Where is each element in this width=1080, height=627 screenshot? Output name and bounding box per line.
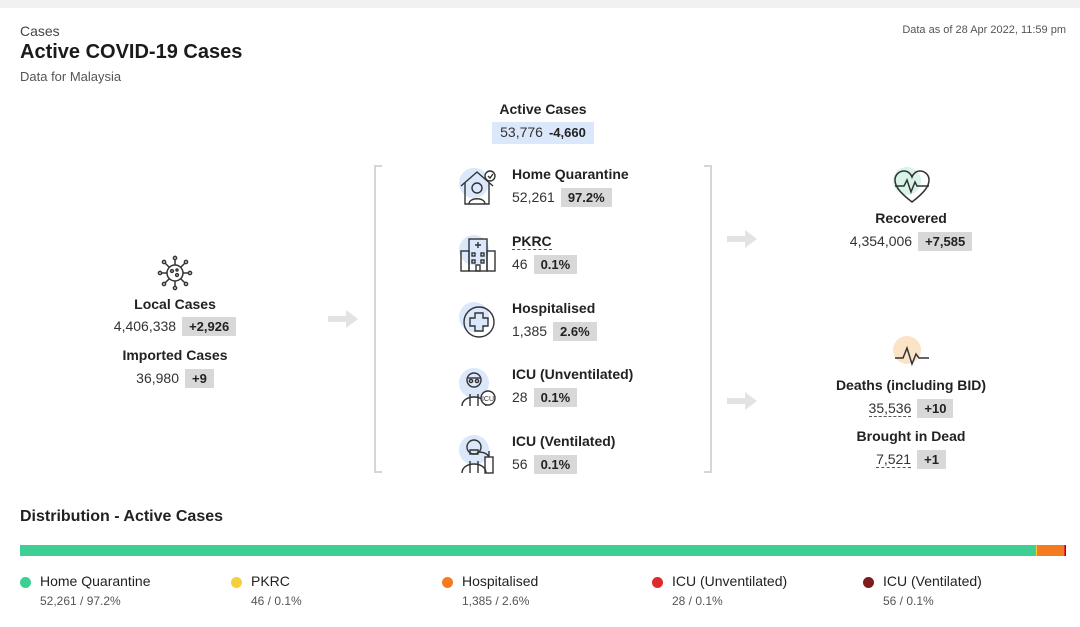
- bid-change: +1: [917, 450, 946, 469]
- imported-cases-row: 36,980 +9: [75, 369, 275, 388]
- ward-icu-ventilated: ICU (Ventilated) 56 0.1%: [457, 433, 717, 481]
- bracket-right: [704, 165, 712, 473]
- legend-name: ICU (Ventilated): [883, 573, 982, 589]
- recovered-row: 4,354,006 +7,585: [811, 232, 1011, 251]
- local-cases-label: Local Cases: [134, 296, 216, 312]
- ward-home-quarantine: Home Quarantine 52,261 97.2%: [457, 166, 717, 214]
- imported-cases-value: 36,980: [136, 370, 179, 386]
- imported-cases-label: Imported Cases: [122, 347, 228, 363]
- active-cases-chip: 53,776 -4,660: [492, 122, 594, 144]
- ward-pct: 0.1%: [533, 388, 578, 407]
- icu-doctor-icon: ICU: [457, 366, 499, 408]
- active-cases-card: Cases Active COVID-19 Cases Data for Mal…: [0, 8, 1080, 627]
- home-quarantine-icon: [457, 166, 499, 208]
- legend-dot: [652, 577, 663, 588]
- distribution-title: Distribution - Active Cases: [20, 508, 224, 525]
- recovered-value: 4,354,006: [849, 233, 913, 249]
- ward-stats: 28 0.1%: [512, 388, 578, 407]
- ward-value: 56: [512, 456, 528, 472]
- active-cases-label: Active Cases: [499, 101, 587, 117]
- heartbeat-icon: [891, 166, 933, 208]
- bid-label: Brought in Dead: [856, 428, 966, 444]
- legend-detail: 52,261 / 97.2%: [40, 594, 121, 608]
- data-as-of: Data as of 28 Apr 2022, 11:59 pm: [902, 24, 1066, 36]
- legend-name: PKRC: [251, 573, 290, 589]
- deaths-row: 35,536 +10: [811, 399, 1011, 418]
- arrow-right-icon: [328, 310, 358, 328]
- legend-name: Home Quarantine: [40, 573, 151, 589]
- legend-detail: 46 / 0.1%: [251, 594, 302, 608]
- recovered-change: +7,585: [918, 232, 973, 251]
- ward-label: Hospitalised: [512, 300, 596, 316]
- ward-icu-unventilated: ICU ICU (Unventilated) 28 0.1%: [457, 366, 717, 414]
- legend-dot: [20, 577, 31, 588]
- ward-pct: 2.6%: [553, 322, 597, 341]
- bid-value[interactable]: 7,521: [876, 451, 912, 468]
- distribution-segment[interactable]: [1063, 545, 1065, 556]
- ward-label: Home Quarantine: [512, 166, 629, 182]
- ward-value: 28: [512, 389, 528, 405]
- legend-dot: [231, 577, 242, 588]
- ward-label-text[interactable]: PKRC: [512, 233, 552, 250]
- ward-stats: 56 0.1%: [512, 455, 578, 474]
- distribution-bar[interactable]: [20, 545, 1066, 556]
- distribution-segment[interactable]: [1036, 545, 1064, 556]
- legend-name: Hospitalised: [462, 573, 539, 589]
- active-cases-value: 53,776: [500, 124, 543, 140]
- active-cases-row: 53,776 -4,660: [443, 122, 643, 144]
- ventilator-patient-icon: [457, 433, 499, 475]
- ward-label: ICU (Unventilated): [512, 366, 634, 382]
- ward-label: ICU (Ventilated): [512, 433, 616, 449]
- local-cases-row: 4,406,338 +2,926: [75, 317, 275, 336]
- ward-stats: 52,261 97.2%: [512, 188, 612, 207]
- active-cases-change: -4,660: [548, 125, 586, 140]
- local-cases-change: +2,926: [182, 317, 237, 336]
- legend-detail: 28 / 0.1%: [672, 594, 723, 608]
- legend-dot: [442, 577, 453, 588]
- ward-value: 1,385: [512, 323, 548, 339]
- pulse-line-icon: [891, 334, 933, 376]
- distribution-segment[interactable]: [20, 545, 1036, 556]
- legend-detail: 1,385 / 2.6%: [462, 594, 530, 608]
- ward-stats: 46 0.1%: [512, 255, 578, 274]
- pkrc-building-icon: [457, 233, 499, 275]
- distribution-segment[interactable]: [1064, 545, 1066, 556]
- legend-dot: [863, 577, 874, 588]
- ward-stats: 1,385 2.6%: [512, 322, 597, 341]
- hospital-cross-icon: [457, 300, 499, 342]
- deaths-value[interactable]: 35,536: [868, 400, 912, 417]
- breadcrumb[interactable]: Cases: [20, 23, 60, 39]
- page-subtitle: Data for Malaysia: [20, 69, 122, 84]
- virus-icon: [155, 253, 195, 293]
- ward-value: 52,261: [512, 189, 555, 205]
- distribution-segment[interactable]: [1035, 545, 1037, 556]
- recovered-label: Recovered: [875, 210, 947, 226]
- bid-row: 7,521 +1: [811, 450, 1011, 469]
- ward-hospitalised: Hospitalised 1,385 2.6%: [457, 300, 717, 348]
- svg-text:ICU: ICU: [482, 396, 494, 403]
- imported-cases-change: +9: [185, 369, 214, 388]
- ward-pct: 97.2%: [560, 188, 612, 207]
- arrow-right-icon: [727, 392, 757, 410]
- legend-detail: 56 / 0.1%: [883, 594, 934, 608]
- ward-pct: 0.1%: [533, 455, 578, 474]
- ward-pct: 0.1%: [533, 255, 578, 274]
- ward-value: 46: [512, 256, 528, 272]
- legend-name: ICU (Unventilated): [672, 573, 788, 589]
- page-title: Active COVID-19 Cases: [20, 41, 243, 63]
- deaths-label: Deaths (including BID): [835, 377, 987, 393]
- ward-label: PKRC: [512, 233, 552, 250]
- arrow-right-icon: [727, 230, 757, 248]
- deaths-change: +10: [917, 399, 954, 418]
- bracket-left: [374, 165, 382, 473]
- local-cases-value: 4,406,338: [113, 318, 177, 334]
- ward-pkrc: PKRC 46 0.1%: [457, 233, 717, 281]
